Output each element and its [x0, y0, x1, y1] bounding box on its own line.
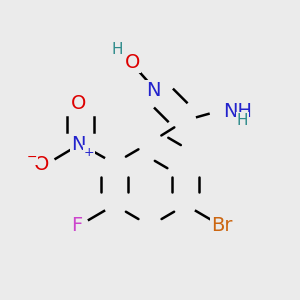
Text: F: F	[72, 216, 83, 235]
Text: −: −	[27, 151, 37, 164]
Text: +: +	[84, 146, 94, 159]
Text: O: O	[124, 53, 140, 72]
Text: H: H	[112, 42, 123, 57]
Text: O: O	[34, 155, 49, 174]
Text: N: N	[71, 135, 86, 154]
Text: N: N	[146, 81, 160, 100]
Text: NH: NH	[223, 102, 252, 121]
Text: O: O	[71, 94, 87, 113]
Text: H: H	[236, 113, 248, 128]
Text: Br: Br	[211, 216, 233, 235]
